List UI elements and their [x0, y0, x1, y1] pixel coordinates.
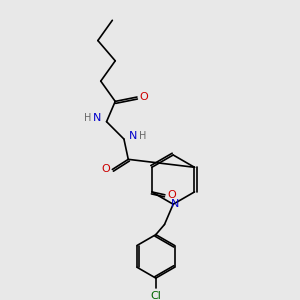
- Text: O: O: [167, 190, 176, 200]
- Text: H: H: [139, 130, 146, 141]
- Text: O: O: [139, 92, 148, 102]
- Text: O: O: [102, 164, 110, 175]
- Text: N: N: [129, 130, 137, 141]
- Text: N: N: [93, 113, 101, 123]
- Text: Cl: Cl: [150, 291, 161, 300]
- Text: N: N: [170, 199, 179, 209]
- Text: H: H: [84, 113, 92, 123]
